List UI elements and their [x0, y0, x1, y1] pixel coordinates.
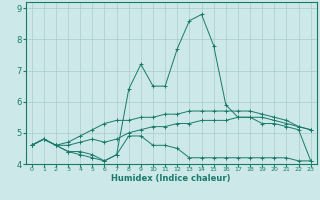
X-axis label: Humidex (Indice chaleur): Humidex (Indice chaleur) [111, 174, 231, 183]
